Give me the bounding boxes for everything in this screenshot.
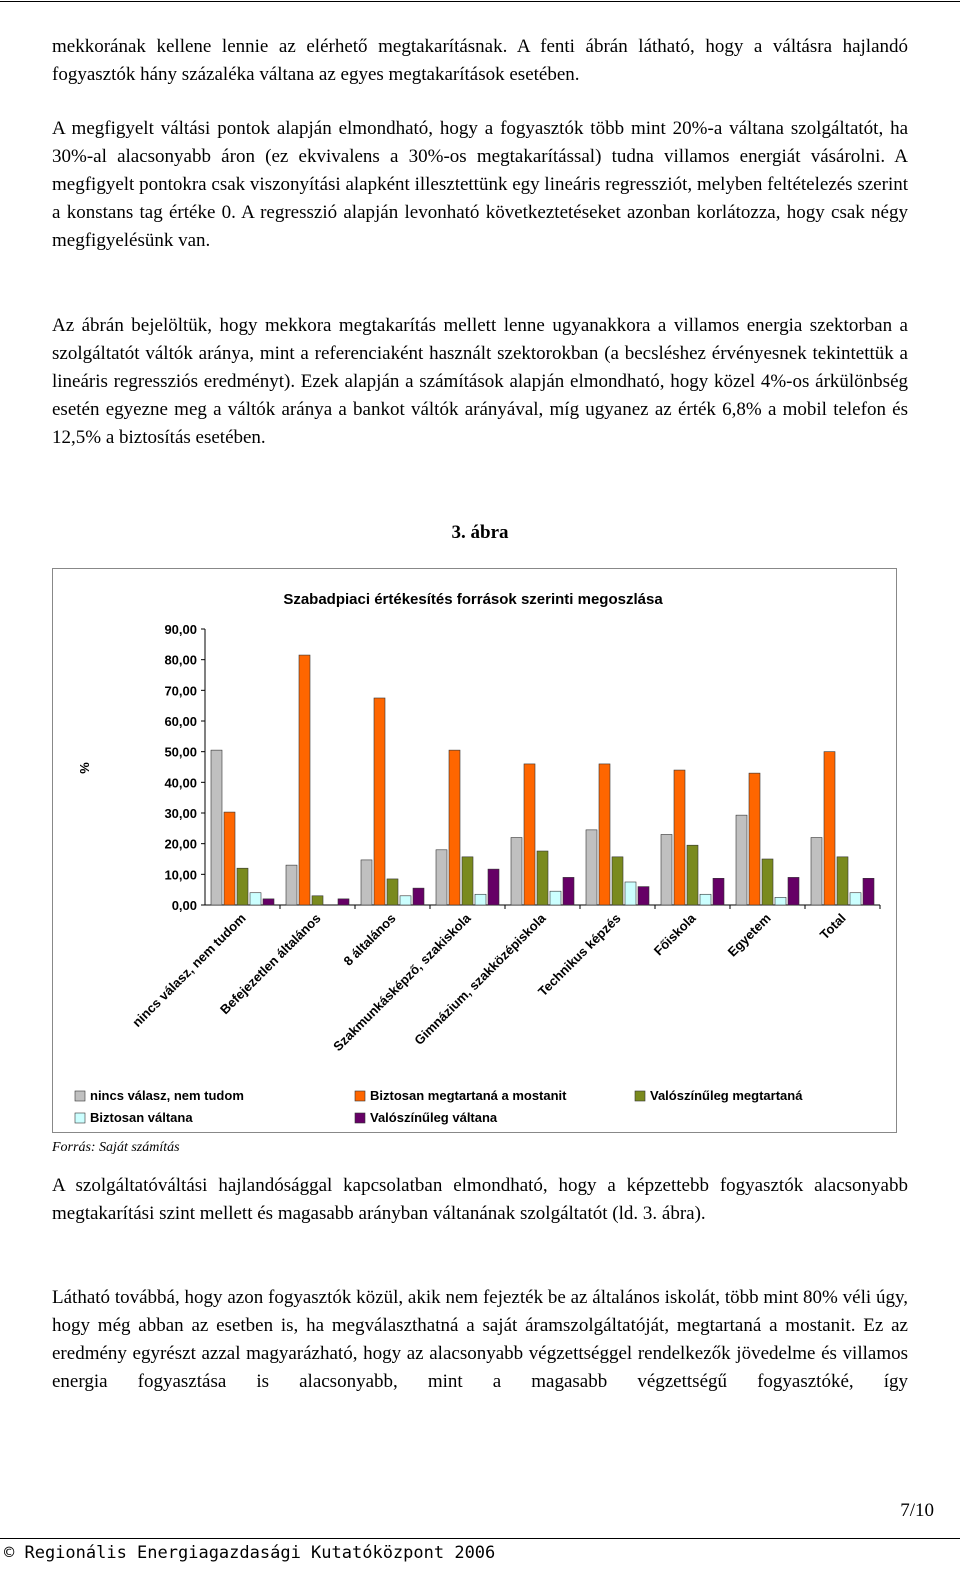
bar [660, 834, 673, 906]
bar [298, 654, 311, 906]
legend-swatch [74, 1090, 86, 1102]
bar [523, 763, 536, 906]
bar [262, 898, 275, 906]
bar [637, 886, 650, 906]
paragraph: Az ábrán bejelöltük, hogy mekkora megtak… [52, 315, 908, 448]
source-note: Forrás: Saját számítás [52, 1140, 180, 1155]
bar [373, 697, 386, 906]
paragraph: mekkorának kellene lennie az elérhető me… [52, 36, 908, 85]
legend-label: Valószínűleg megtartaná [650, 1088, 803, 1103]
bar [510, 837, 523, 906]
bar [311, 895, 324, 906]
y-tick-label: 30,00 [164, 806, 197, 821]
bar [549, 890, 562, 906]
bar [787, 877, 800, 906]
paragraph: Látható továbbá, hogy azon fogyasztók kö… [52, 1287, 908, 1392]
bar [412, 887, 425, 906]
paragraph: A megfigyelt váltási pontok alapján elmo… [52, 118, 908, 251]
bar [285, 864, 298, 906]
bar [249, 892, 262, 906]
paragraph: A szolgáltatóváltási hajlandósággal kapc… [52, 1175, 908, 1224]
y-tick-label: 40,00 [164, 775, 197, 790]
bar [673, 769, 686, 906]
legend-label: nincs válasz, nem tudom [90, 1088, 244, 1103]
legend-label: Valószínűleg váltana [370, 1110, 498, 1125]
bar [735, 814, 748, 906]
bar [849, 892, 862, 906]
chart: Szabadpiaci értékesítés források szerint… [52, 568, 897, 1133]
bar [774, 897, 787, 906]
bar [611, 856, 624, 906]
bar [598, 763, 611, 906]
bar [386, 878, 399, 906]
bar [624, 881, 637, 906]
bar [823, 751, 836, 906]
y-tick-label: 20,00 [164, 837, 197, 852]
y-axis-label: % [77, 762, 92, 774]
bar [686, 844, 699, 906]
bar [399, 895, 412, 906]
bar [210, 749, 223, 906]
bar [360, 859, 373, 906]
bar [435, 849, 448, 906]
bar [487, 868, 500, 906]
figure-caption: 3. ábra [451, 522, 509, 543]
top-rule [0, 1, 960, 2]
footer-rule [0, 1538, 960, 1539]
y-tick-label: 80,00 [164, 653, 197, 668]
legend-swatch [354, 1112, 366, 1124]
bar [223, 811, 236, 906]
bar [236, 867, 249, 906]
bar [836, 856, 849, 906]
y-tick-label: 10,00 [164, 867, 197, 882]
legend-swatch [74, 1112, 86, 1124]
y-tick-label: 60,00 [164, 714, 197, 729]
y-tick-label: 90,00 [164, 622, 197, 637]
bar [337, 898, 350, 906]
bar [712, 878, 725, 906]
page-number: 7/10 [900, 1500, 934, 1521]
legend-label: Biztosan megtartaná a mostanit [370, 1088, 567, 1103]
bar [448, 749, 461, 906]
bar [810, 837, 823, 906]
bar [461, 856, 474, 906]
bar [474, 893, 487, 906]
y-tick-label: 0,00 [172, 898, 197, 913]
bar [562, 877, 575, 906]
bar [585, 829, 598, 906]
legend-swatch [354, 1090, 366, 1102]
y-tick-label: 50,00 [164, 745, 197, 760]
legend-swatch [634, 1090, 646, 1102]
footer: © Regionális Energiagazdasági Kutatóközp… [4, 1543, 496, 1563]
legend-label: Biztosan váltana [90, 1110, 193, 1125]
chart-title: Szabadpiaci értékesítés források szerint… [283, 591, 663, 608]
bar [862, 878, 875, 906]
y-tick-label: 70,00 [164, 683, 197, 698]
bar [761, 858, 774, 906]
bar [536, 850, 549, 906]
bar [748, 772, 761, 906]
bar [699, 893, 712, 906]
